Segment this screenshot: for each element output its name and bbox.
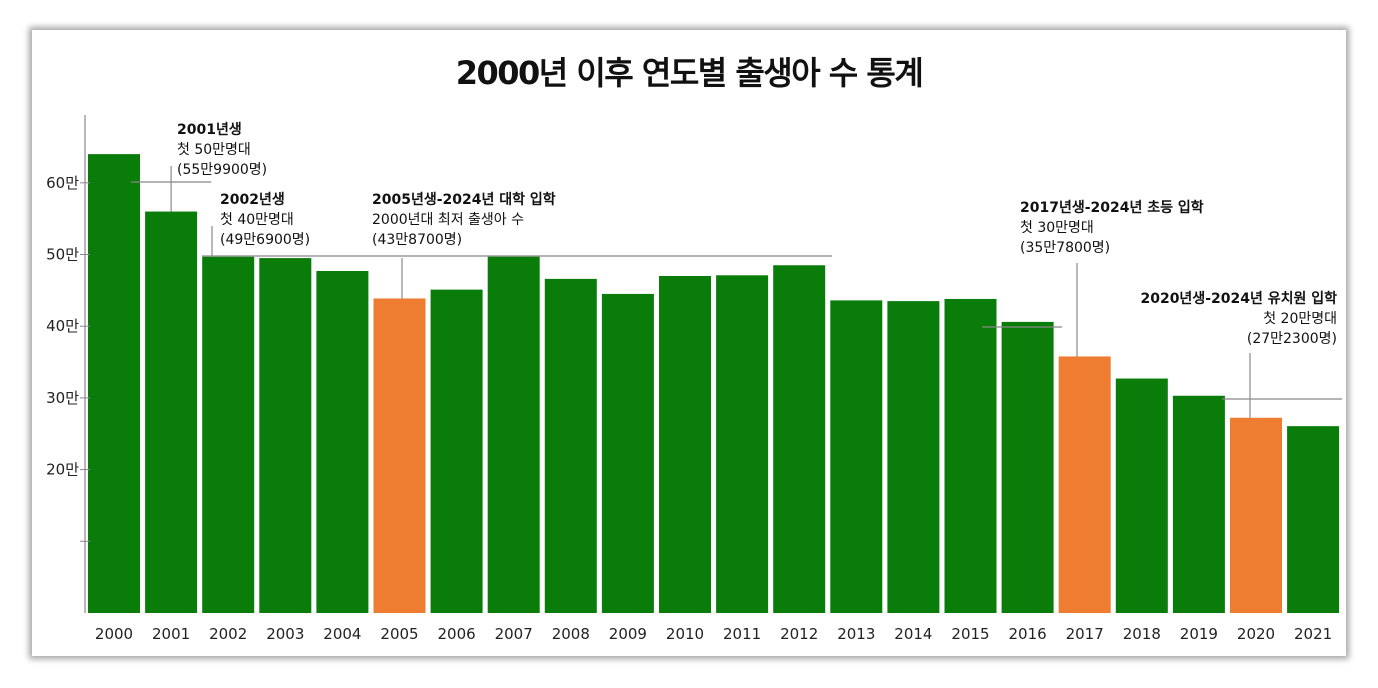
bar-2012 [773,265,826,613]
annotation-2020-line-2: 첫 20만명대 [1263,311,1337,327]
x-tick-label: 2001 [152,625,190,643]
annotation-2001-line-3: (55만9900명) [177,162,267,178]
bar-2007 [487,256,540,613]
x-tick-label: 2013 [837,625,875,643]
annotation-2001-line-2: 첫 50만명대 [177,142,251,158]
x-tick-label: 2010 [666,625,704,643]
x-tick-label: 2003 [266,625,304,643]
x-tick-label: 2011 [723,625,761,643]
bar-2004 [316,270,369,613]
bar-2011 [716,275,769,613]
bar-2000 [88,154,140,613]
annotation-2020-line-3: (27만2300명) [1247,331,1337,347]
bar-2005 [373,298,426,613]
x-tick-label: 2019 [1180,625,1218,643]
x-tick-label: 2020 [1237,625,1275,643]
y-tick-label: 20만 [46,461,79,479]
annotation-2002-line-1: 2002년생 [220,192,285,208]
bar-2014 [887,301,940,613]
bar-2013 [830,300,883,613]
y-tick-label: 40만 [46,317,79,335]
bar-2006 [430,289,483,613]
bar-2010 [659,276,711,613]
bar-2021 [1287,426,1340,613]
x-tick-label: 2002 [209,625,247,643]
bar-2008 [544,278,597,613]
x-tick-label: 2017 [1066,625,1104,643]
bar-2018 [1115,378,1168,613]
x-tick-label: 2014 [894,625,932,643]
x-tick-label: 2021 [1294,625,1332,643]
x-tick-label: 2012 [780,625,818,643]
bar-2020 [1230,417,1282,613]
y-tick-label: 50만 [46,246,79,264]
bar-chart: 2000 2001 2002 2003 2004 2005 2006 2007 2008 2009… [46,115,1342,643]
annotation-2005-line-3: (43만8700명) [372,232,462,248]
x-tick-label: 2007 [495,625,533,643]
bar-2016 [1001,321,1054,613]
bar-2002 [202,256,255,613]
annotation-2020-line-1: 2020년생-2024년 유치원 입학 [1140,291,1337,307]
annotation-2017-line-3: (35만7800명) [1020,240,1110,256]
x-tick-label: 2006 [438,625,476,643]
x-tick-label: 2015 [951,625,989,643]
x-tick-label: 2018 [1123,625,1161,643]
chart-frame: 2000년 이후 연도별 출생아 수 통계 2000 2001 2002 2003 20… [32,30,1346,656]
x-tick-label: 2009 [609,625,647,643]
annotation-2017-line-1: 2017년생-2024년 초등 입학 [1020,200,1204,216]
x-tick-label: 2016 [1009,625,1047,643]
x-tick-label: 2000 [95,625,133,643]
bar-2003 [259,258,312,613]
bar-2001 [145,211,198,613]
bar-2009 [601,293,654,613]
annotation-2002-line-3: (49만6900명) [220,232,310,248]
bar-2017 [1058,356,1111,613]
y-tick-label: 30만 [46,389,79,407]
annotation-2001-line-1: 2001년생 [177,122,242,138]
bar-2019 [1172,395,1225,613]
chart-title: 2000년 이후 연도별 출생아 수 통계 [455,54,924,92]
y-tick-label: 60만 [46,174,79,192]
annotation-2005-line-2: 2000년대 최저 출생아 수 [372,212,524,228]
x-tick-label: 2008 [552,625,590,643]
annotation-2017-line-2: 첫 30만명대 [1020,220,1094,236]
x-tick-label: 2005 [380,625,418,643]
bar-2015 [944,298,997,613]
annotation-2005-line-1: 2005년생-2024년 대학 입학 [372,192,556,208]
x-tick-label: 2004 [323,625,361,643]
annotation-2002-line-2: 첫 40만명대 [220,212,294,228]
